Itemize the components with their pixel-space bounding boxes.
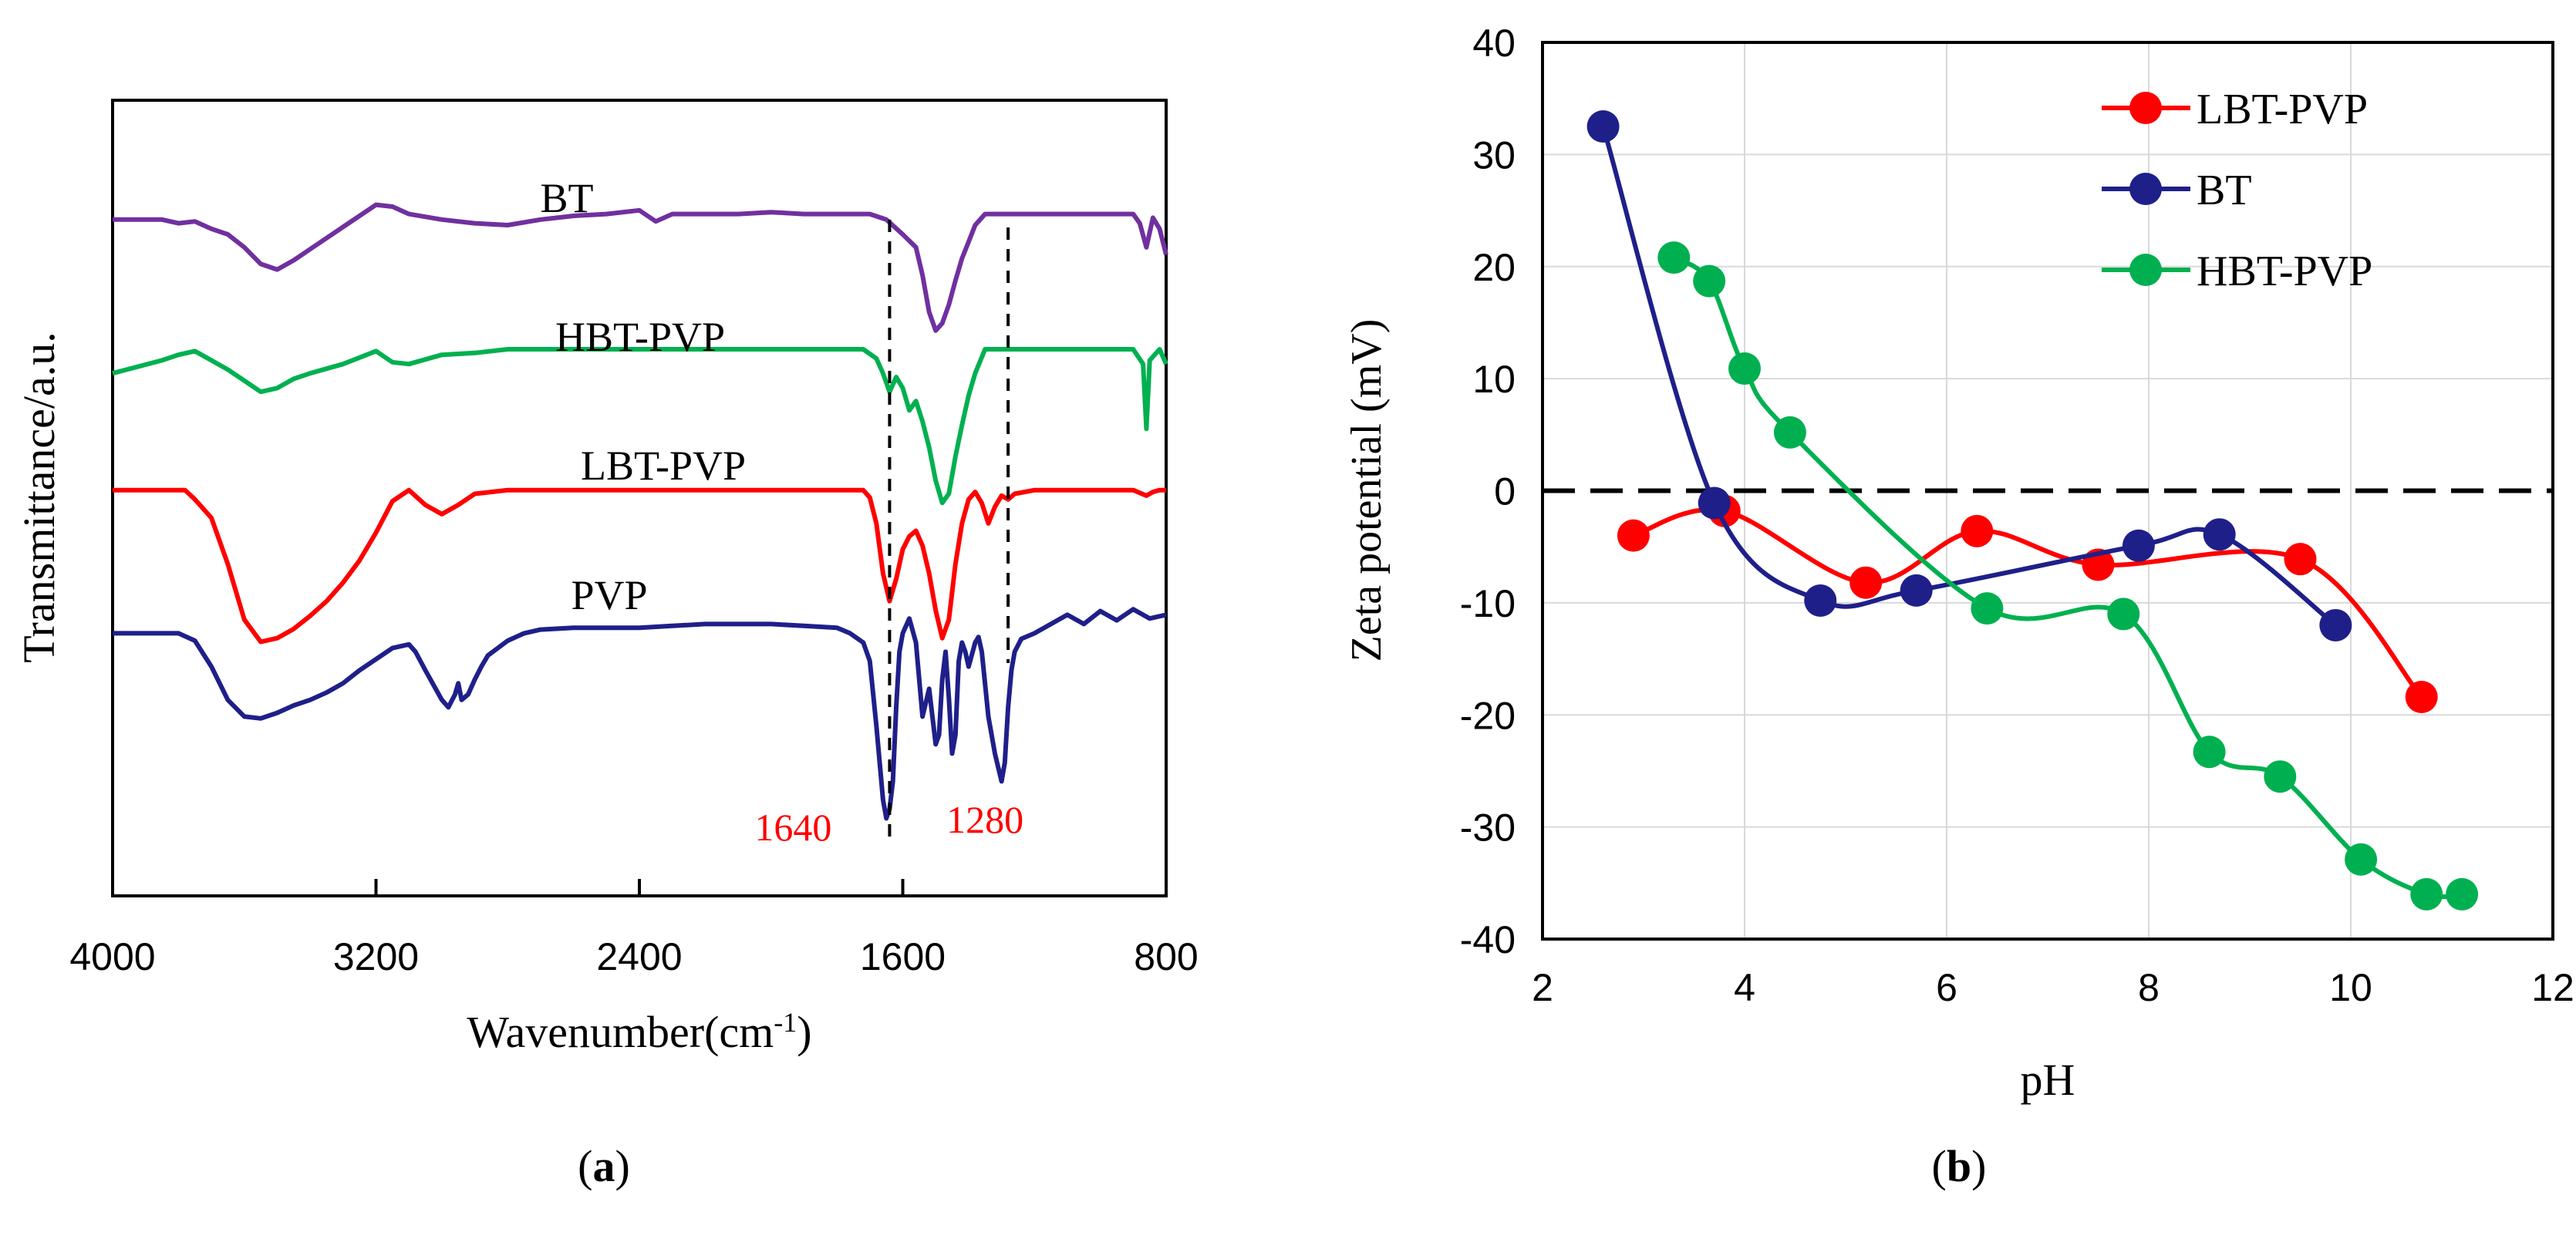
panel-label-a: (a) xyxy=(578,1141,630,1191)
series-line-hbt-pvp xyxy=(112,347,1168,506)
x-tick-label-b: 12 xyxy=(2531,966,2574,1009)
data-point-hbt-pvp xyxy=(1971,592,2004,625)
data-point-lbt-pvp xyxy=(1849,566,1883,599)
annotation-1640: 1640 xyxy=(754,806,831,849)
x-tick-label-a: 3200 xyxy=(333,935,419,978)
data-point-bt xyxy=(2122,529,2155,562)
data-point-hbt-pvp xyxy=(2410,877,2443,911)
data-point-hbt-pvp xyxy=(1693,264,1726,298)
data-point-hbt-pvp xyxy=(1773,416,1806,449)
x-tick-label-b: 4 xyxy=(1734,966,1755,1009)
x-tick-label-b: 8 xyxy=(2138,966,2160,1009)
data-point-lbt-pvp xyxy=(1617,519,1650,552)
y-axis-label-b: Zeta potential (mV) xyxy=(1343,319,1391,662)
y-tick-label-b: 10 xyxy=(1472,358,1516,401)
data-point-lbt-pvp xyxy=(1961,514,1994,547)
legend-label-lbt-pvp: LBT-PVP xyxy=(2197,86,2368,133)
data-point-hbt-pvp xyxy=(2345,843,2378,876)
x-tick-label-a: 2400 xyxy=(596,935,682,978)
y-tick-label-b: 20 xyxy=(1472,246,1516,289)
data-point-bt xyxy=(1804,584,1837,617)
data-point-hbt-pvp xyxy=(2446,877,2479,911)
x-tick-label-b: 6 xyxy=(1936,966,1957,1009)
annotation-1280: 1280 xyxy=(946,798,1023,841)
data-point-bt xyxy=(1900,574,1933,607)
panel-b-zeta-chart: -40 -30 -20 -10 0 10 20 30 40 2 4 6 8 10 12 LBT-PVP BT H… xyxy=(1343,22,2574,1191)
x-axis-label-b: pH xyxy=(2021,1055,2075,1105)
y-tick-label-b: -20 xyxy=(1460,694,1516,737)
panel-label-b: (b) xyxy=(1932,1141,1987,1191)
data-point-hbt-pvp xyxy=(2264,760,2297,793)
data-point-bt xyxy=(2203,518,2236,551)
series-line-lbt-pvp xyxy=(113,487,1166,645)
x-tick-label-a: 1600 xyxy=(860,935,946,978)
series-line-bt xyxy=(113,202,1168,333)
series-label-bt: BT xyxy=(540,175,593,221)
y-tick-label-b: 40 xyxy=(1472,22,1516,65)
y-tick-label-b: 30 xyxy=(1472,133,1516,177)
data-point-hbt-pvp xyxy=(1657,241,1691,274)
series-label-pvp: PVP xyxy=(571,572,647,618)
y-tick-label-b: 0 xyxy=(1494,470,1516,513)
data-point-hbt-pvp xyxy=(2107,598,2140,631)
legend-marker-hbt-pvp xyxy=(2129,254,2162,286)
data-point-hbt-pvp xyxy=(2193,736,2226,769)
series-line-pvp xyxy=(113,607,1167,821)
x-tick-label-b: 2 xyxy=(1532,966,1553,1009)
data-point-bt xyxy=(1586,110,1620,143)
legend-label-hbt-pvp: HBT-PVP xyxy=(2197,247,2372,295)
x-tick-label-a: 800 xyxy=(1134,935,1198,978)
legend-label-bt: BT xyxy=(2197,167,2252,214)
x-tick-label-b: 10 xyxy=(2329,966,2372,1009)
legend-marker-bt xyxy=(2129,173,2162,205)
series-label-hbt-pvp: HBT-PVP xyxy=(555,314,725,360)
y-tick-label-b: -40 xyxy=(1460,918,1516,961)
series-label-lbt-pvp: LBT-PVP xyxy=(581,443,746,489)
data-point-lbt-pvp xyxy=(2405,680,2438,713)
series-line-hbt-pvp xyxy=(1672,255,2463,900)
legend-marker-lbt-pvp xyxy=(2129,92,2162,124)
y-tick-label-b: -30 xyxy=(1460,806,1516,850)
data-point-hbt-pvp xyxy=(1728,352,1761,385)
y-axis-label-a: Transmittance/a.u. xyxy=(14,332,64,663)
data-point-lbt-pvp xyxy=(2284,543,2317,576)
panel-a-ftir-chart: 4000 3200 2400 1600 800 BT HBT-PVP LBT-PVP PVP 1… xyxy=(14,99,1199,1191)
legend: LBT-PVP BT HBT-PVP xyxy=(2102,86,2372,295)
x-tick-label-a: 4000 xyxy=(69,935,155,978)
data-point-bt xyxy=(1698,486,1731,520)
x-axis-label-a: Wavenumber(cm-1) xyxy=(467,1007,811,1057)
data-point-bt xyxy=(2319,608,2352,641)
y-tick-label-b: -10 xyxy=(1460,582,1516,625)
